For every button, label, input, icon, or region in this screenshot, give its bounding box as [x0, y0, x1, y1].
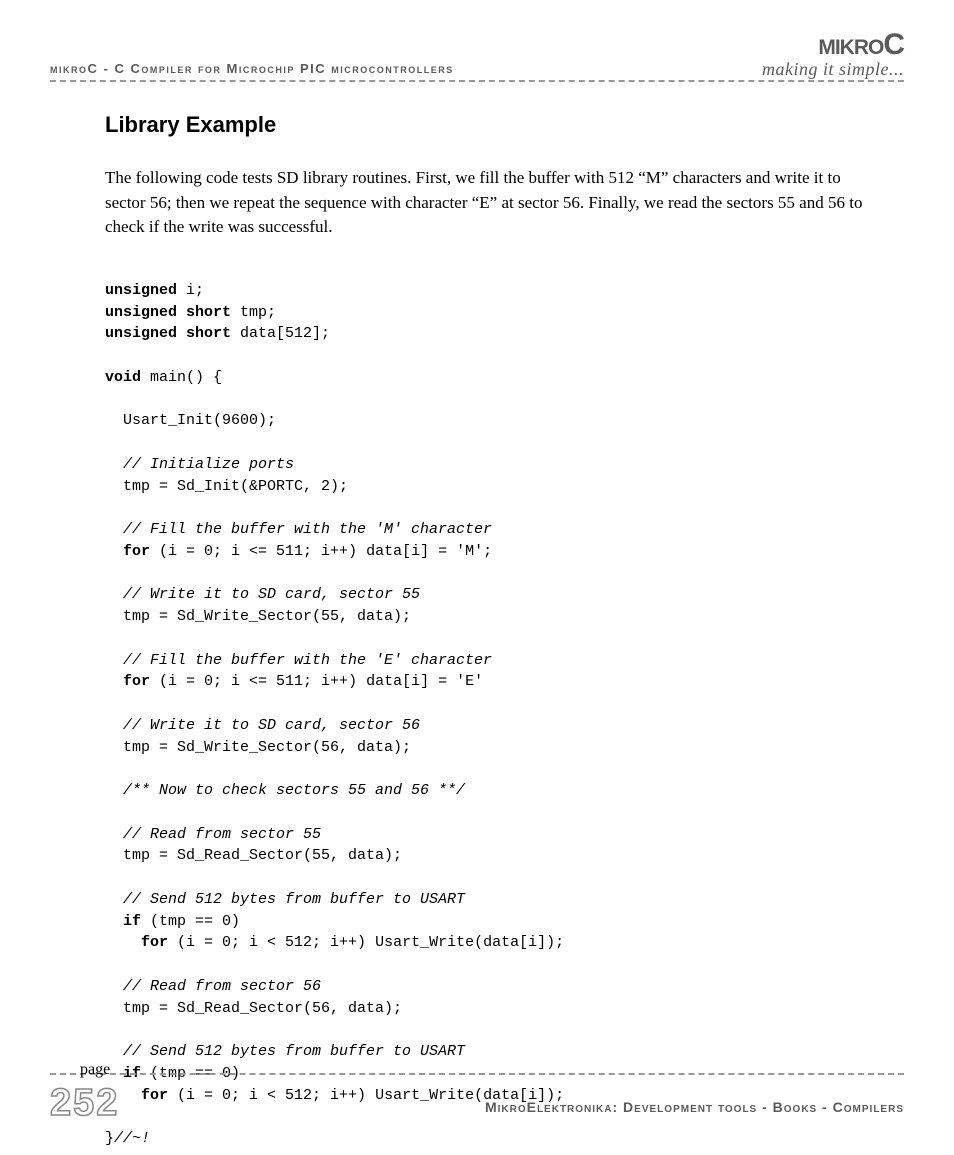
footer-divider	[50, 1073, 904, 1075]
page-header: mikroC - C Compiler for Microchip PIC mi…	[50, 30, 904, 78]
header-right: mikroC making it simple...	[762, 30, 904, 78]
main-content: Library Example The following code tests…	[50, 82, 904, 1150]
footer-text: MikroElektronika: Development tools - Bo…	[485, 1099, 904, 1115]
page-number: 252	[50, 1082, 119, 1125]
header-left-text: mikroC - C Compiler for Microchip PIC mi…	[50, 61, 454, 78]
brand-tagline: making it simple...	[762, 60, 904, 78]
brand-logo-text: mikroC	[762, 30, 904, 60]
code-block: unsigned i; unsigned short tmp; unsigned…	[105, 280, 874, 1150]
intro-paragraph: The following code tests SD library rout…	[105, 166, 874, 240]
page-label: page	[80, 1061, 110, 1079]
section-title: Library Example	[105, 112, 874, 138]
